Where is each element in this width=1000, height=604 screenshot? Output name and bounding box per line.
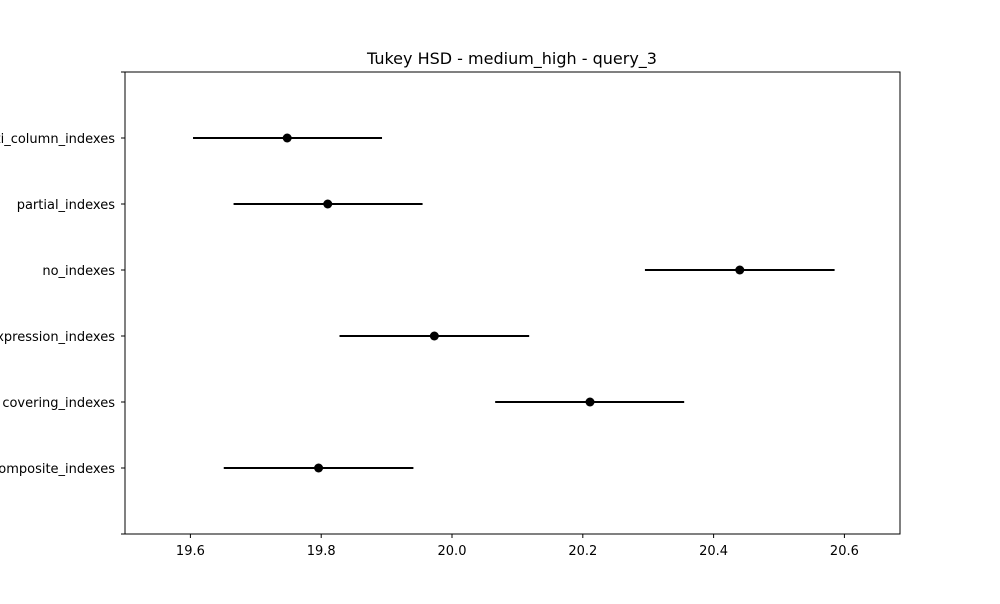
mean-marker bbox=[735, 265, 745, 275]
mean-marker bbox=[429, 331, 439, 341]
mean-marker bbox=[314, 463, 324, 473]
y-tick-label: expression_indexes bbox=[0, 330, 115, 345]
y-tick-label: covering_indexes bbox=[2, 396, 115, 411]
x-tick-label: 19.8 bbox=[307, 544, 336, 559]
y-tick-label: composite_indexes bbox=[0, 462, 115, 477]
mean-marker bbox=[282, 133, 292, 143]
x-tick-label: 20.4 bbox=[699, 544, 728, 559]
mean-marker bbox=[585, 397, 595, 407]
y-tick-label: no_indexes bbox=[42, 264, 115, 279]
y-tick-label: partial_indexes bbox=[17, 198, 116, 213]
x-tick-label: 20.6 bbox=[830, 544, 859, 559]
x-tick-label: 20.0 bbox=[438, 544, 467, 559]
x-tick-label: 19.6 bbox=[176, 544, 205, 559]
plot-area: 19.6 19.8 20.0 20.2 20.4 20.6 multi_column_ind… bbox=[0, 71, 859, 559]
x-tick-label: 20.2 bbox=[568, 544, 597, 559]
chart-title: Tukey HSD - medium_high - query_3 bbox=[366, 49, 657, 69]
axes-frame bbox=[124, 71, 901, 535]
y-tick-label: multi_column_indexes bbox=[0, 132, 115, 147]
mean-marker bbox=[323, 199, 333, 209]
